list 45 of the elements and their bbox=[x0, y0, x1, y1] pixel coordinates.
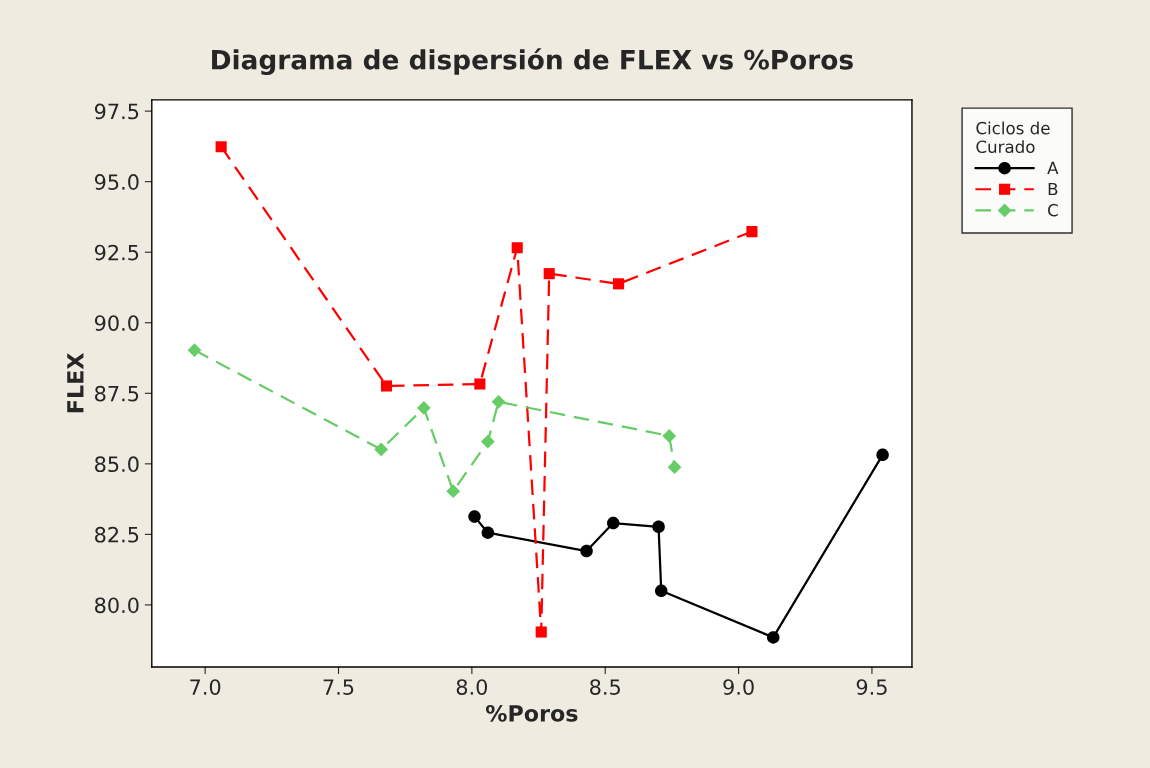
y-tick-label: 95.0 bbox=[94, 174, 139, 190]
point bbox=[667, 460, 682, 475]
point bbox=[654, 584, 668, 598]
point bbox=[652, 520, 665, 534]
point bbox=[380, 380, 393, 392]
point bbox=[746, 226, 758, 238]
point bbox=[416, 401, 431, 415]
point bbox=[876, 448, 889, 462]
y-axis-title: FLEX bbox=[67, 353, 84, 413]
y-tick-label: 90.0 bbox=[94, 315, 139, 331]
legend-label: C bbox=[1048, 203, 1058, 217]
point bbox=[374, 442, 389, 457]
x-tick-label: 7.5 bbox=[323, 679, 354, 695]
point bbox=[606, 516, 620, 530]
legend-title: Ciclos de Curado bbox=[976, 121, 1050, 154]
x-tick-label: 9.0 bbox=[723, 679, 754, 695]
point bbox=[491, 394, 506, 409]
point bbox=[446, 484, 461, 499]
x-tick-label: 8.5 bbox=[590, 679, 620, 695]
x-tick-label: 9.5 bbox=[856, 679, 887, 695]
y-tick-label: 85.0 bbox=[95, 456, 139, 473]
point bbox=[474, 378, 486, 390]
point bbox=[480, 434, 495, 449]
point bbox=[187, 343, 202, 357]
chart-title: Diagrama de dispersión de FLEX vs %Poros bbox=[212, 48, 853, 75]
legend-label: A bbox=[1047, 161, 1059, 174]
x-tick-label: 8.0 bbox=[456, 679, 488, 695]
y-tick-label: 80.0 bbox=[95, 597, 139, 614]
x-tick-label: 7.0 bbox=[190, 679, 221, 695]
y-tick-label: 97.5 bbox=[94, 103, 139, 120]
y-tick-label: 92.5 bbox=[94, 244, 139, 261]
x-axis-title: %Poros bbox=[485, 704, 578, 722]
point bbox=[613, 278, 625, 290]
point bbox=[468, 510, 481, 523]
point bbox=[215, 141, 227, 153]
point bbox=[481, 526, 495, 539]
point bbox=[580, 544, 593, 558]
y-tick-label: 82.5 bbox=[95, 526, 139, 543]
point bbox=[662, 429, 677, 443]
y-tick-label: 87.5 bbox=[95, 385, 139, 402]
point bbox=[767, 631, 780, 644]
legend-label: B bbox=[1048, 182, 1058, 196]
point bbox=[511, 242, 523, 254]
point bbox=[535, 626, 547, 638]
point bbox=[543, 268, 555, 280]
